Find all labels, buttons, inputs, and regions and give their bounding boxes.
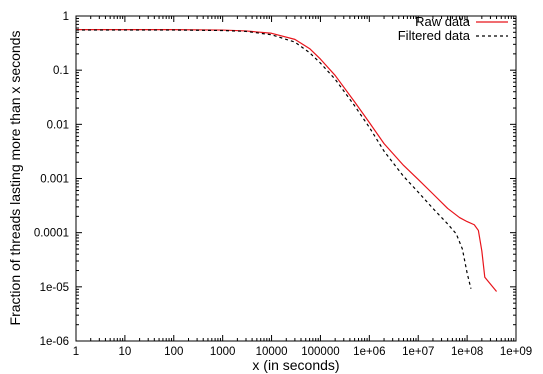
x-tick-label: 1e+06	[353, 346, 385, 358]
x-tick-label: 1e+08	[451, 346, 483, 358]
y-tick-label: 1e-06	[40, 336, 69, 348]
x-axis-ticks: 1 10 100 1000 10000 100000 1e+06 1e+07 1e+08 1e+0…	[73, 16, 532, 358]
y-tick-label: 0.001	[40, 174, 69, 186]
x-tick-label: 10000	[256, 346, 288, 358]
y-tick-label: 0.1	[53, 65, 69, 77]
x-tick-label: 1000	[210, 346, 236, 358]
series-line-filtered	[76, 29, 472, 289]
x-tick-label: 1e+09	[500, 346, 532, 358]
x-tick-label: 1e+07	[402, 346, 434, 358]
x-axis-label: x (in seconds)	[252, 357, 339, 373]
legend-label-raw: Raw data	[415, 14, 471, 29]
y-tick-label: 1e-05	[40, 282, 69, 294]
y-axis-ticks: 1e-06 1e-05 0.0001 0.001 0.01 0.1 1	[34, 11, 516, 348]
series-line-raw	[76, 29, 498, 292]
plot-area-frame	[75, 15, 517, 342]
y-axis-label: Fraction of threads lasting more than x …	[7, 31, 23, 326]
y-tick-label: 0.0001	[34, 228, 69, 240]
legend-label-filtered: Filtered data	[398, 28, 471, 43]
series-layer	[76, 29, 498, 292]
x-tick-label: 1	[73, 346, 79, 358]
x-tick-label: 10	[118, 346, 131, 358]
x-tick-label: 100000	[301, 346, 339, 358]
x-tick-label: 100	[164, 346, 183, 358]
legend: Raw data Filtered data	[398, 14, 508, 43]
y-tick-label: 1	[63, 11, 69, 23]
y-tick-label: 0.01	[47, 119, 69, 131]
